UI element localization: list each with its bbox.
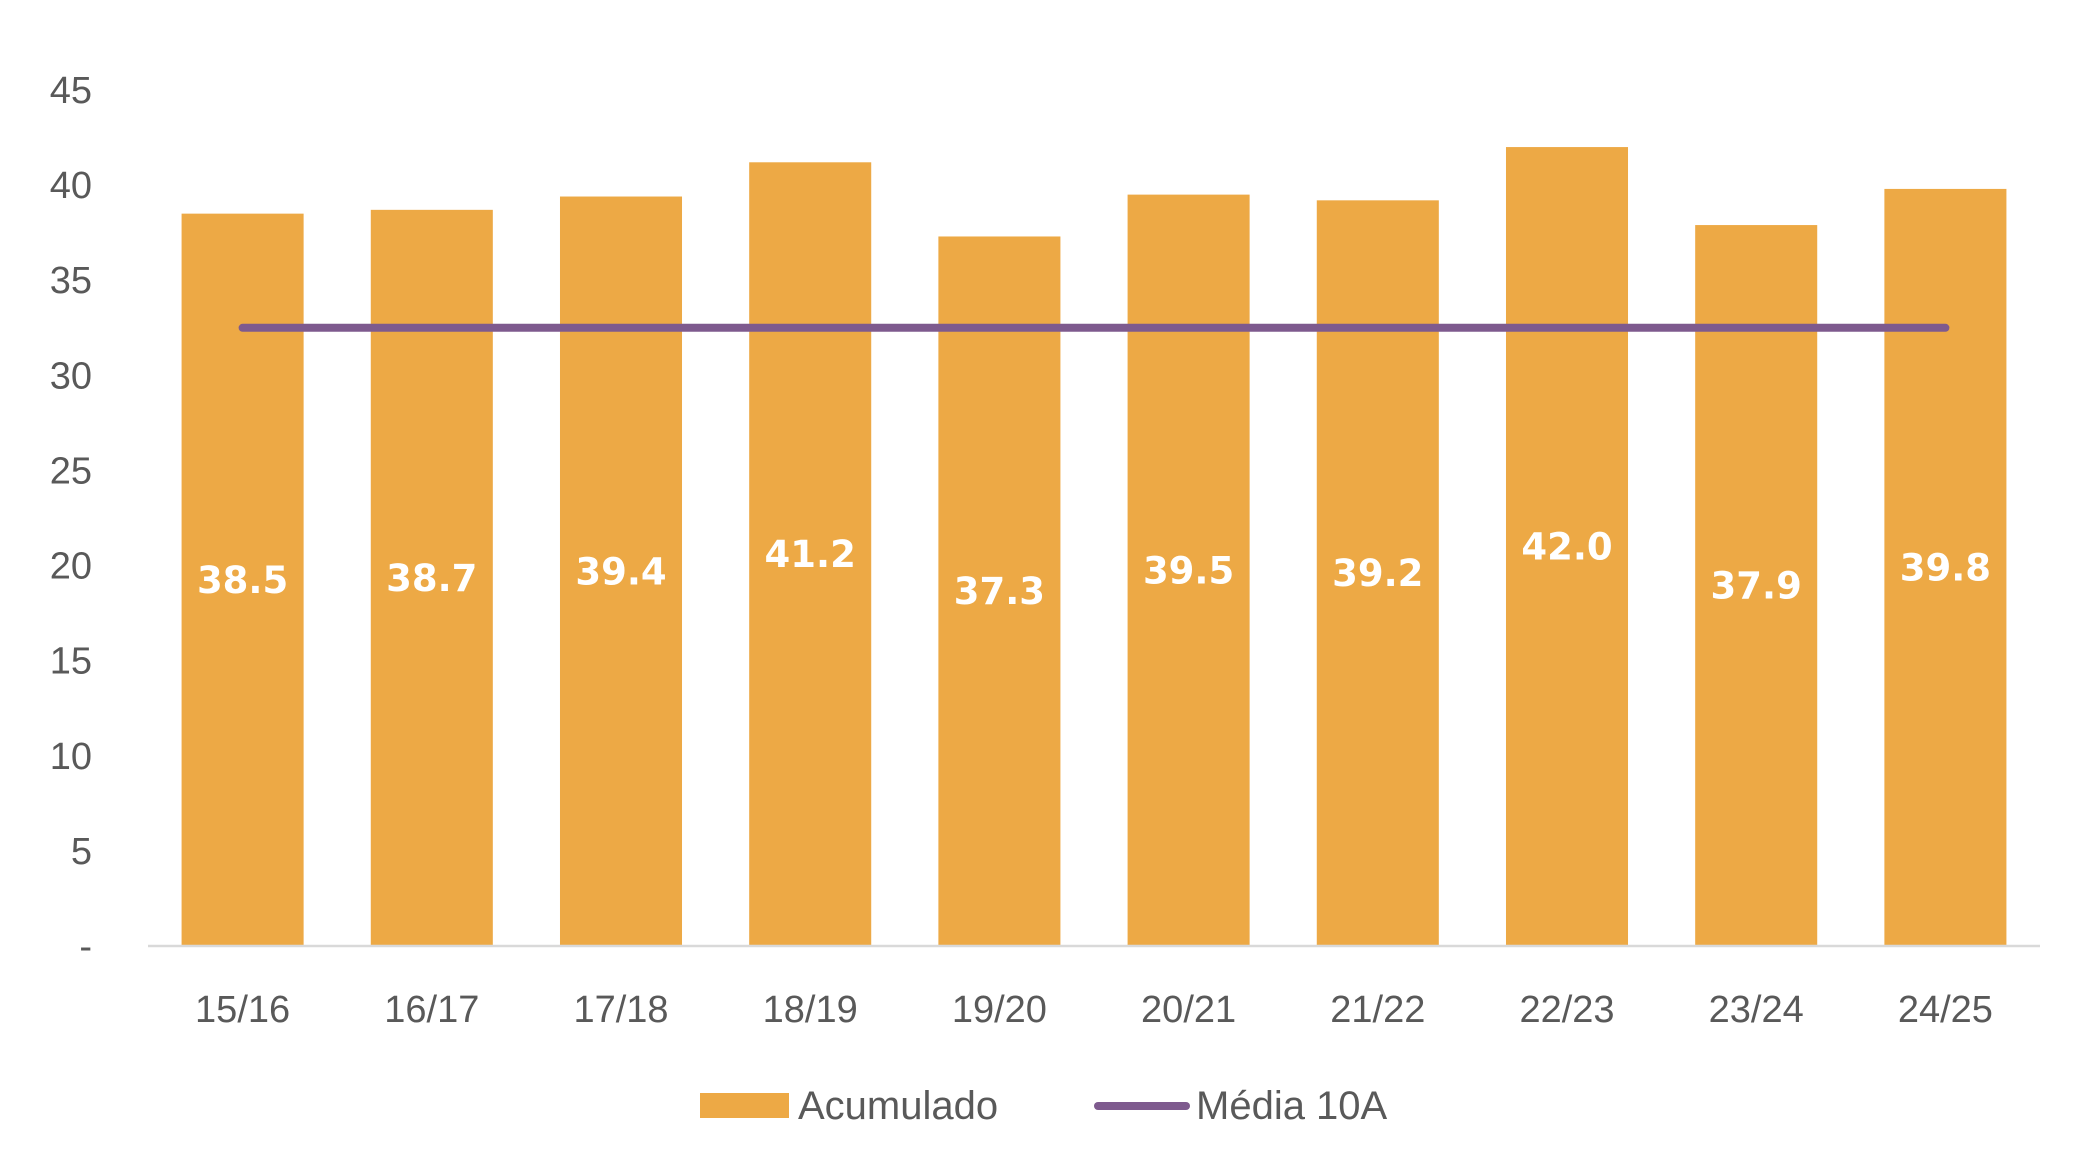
bar-acumulado [1505, 147, 1629, 947]
data-label: 39.8 [1900, 546, 1991, 589]
x-tick-label: 24/25 [1898, 989, 1993, 1031]
y-tick-label: 20 [50, 546, 92, 588]
x-tick-label: 23/24 [1709, 989, 1804, 1031]
x-tick-label: 19/20 [952, 989, 1047, 1031]
x-tick-label: 17/18 [573, 989, 668, 1031]
data-label: 39.5 [1143, 549, 1234, 592]
x-tick-label: 18/19 [763, 989, 858, 1031]
y-tick-label: 35 [50, 260, 92, 302]
y-tick-label: 5 [71, 831, 92, 873]
bar-acumulado [1695, 225, 1818, 946]
data-label: 37.3 [954, 570, 1045, 613]
data-label: 38.7 [386, 557, 477, 600]
data-label: 38.5 [197, 559, 288, 602]
bar-acumulado [1884, 188, 2007, 947]
legend: Acumulado Média 10A [700, 1084, 1388, 1128]
bar-acumulado [559, 196, 683, 947]
y-tick-label: 30 [50, 355, 92, 397]
y-tick-label: 45 [50, 70, 92, 112]
x-tick-label: 21/22 [1330, 989, 1425, 1031]
x-tick-label: 22/23 [1519, 989, 1614, 1031]
legend-swatch-acumulado [700, 1093, 789, 1118]
bar-acumulado [749, 162, 872, 947]
plot-area: - 5 10 15 20 25 30 35 40 45 38.5 38.7 39.4 41.2 37.3 39… [50, 70, 2040, 1031]
y-tick-label: 15 [50, 641, 92, 683]
y-tick-label: 40 [50, 165, 92, 207]
data-label: 39.2 [1332, 552, 1423, 595]
bar-acumulado [181, 213, 304, 947]
x-tick-label: 15/16 [195, 989, 290, 1031]
data-label: 37.9 [1711, 565, 1802, 608]
legend-label-media-10a: Média 10A [1196, 1084, 1388, 1128]
y-tick-label: 25 [50, 450, 92, 492]
data-label: 41.2 [765, 533, 856, 576]
bar-acumulado [1127, 194, 1250, 947]
bar-acumulado [938, 236, 1061, 946]
data-label: 39.4 [575, 550, 666, 593]
x-tick-label: 16/17 [384, 989, 479, 1031]
legend-label-acumulado: Acumulado [798, 1084, 998, 1128]
data-label: 42.0 [1521, 526, 1612, 569]
x-tick-label: 20/21 [1141, 989, 1236, 1031]
bar-acumulado [370, 209, 493, 947]
y-tick-label: - [79, 926, 92, 968]
y-tick-label: 10 [50, 736, 92, 778]
